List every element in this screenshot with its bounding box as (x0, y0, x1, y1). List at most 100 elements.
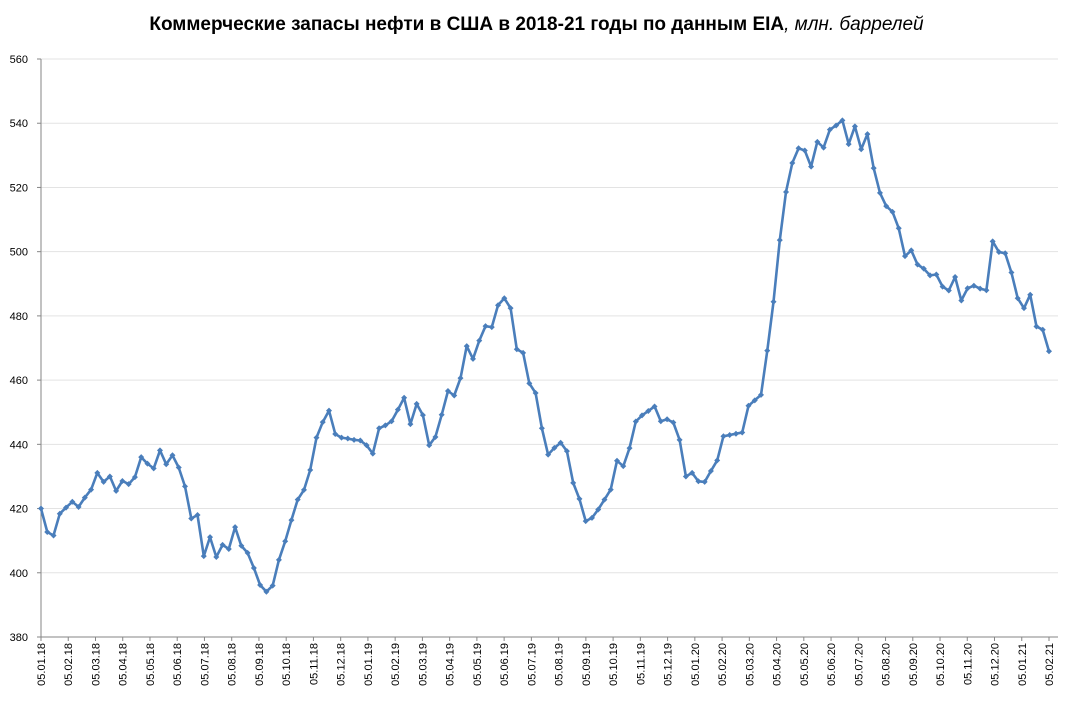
data-point (275, 556, 282, 563)
data-point (476, 337, 483, 344)
x-tick-label: 05.04.18 (118, 643, 130, 686)
x-tick-label: 05.01.21 (1017, 643, 1029, 686)
x-tick-label: 05.11.18 (308, 643, 320, 685)
data-point (470, 355, 476, 362)
x-tick-label: 05.06.18 (172, 643, 184, 686)
data-point (563, 448, 570, 455)
data-point (388, 418, 395, 425)
data-point (369, 450, 376, 457)
data-point (194, 511, 201, 518)
data-point (163, 461, 170, 468)
data-point (520, 349, 527, 356)
x-axis-ticks: 05.01.18 05.02.18 05.03.18 05.04.18 05.05.18… (36, 637, 1056, 686)
data-point (257, 581, 264, 588)
x-tick-label: 05.10.19 (608, 643, 620, 686)
y-tick-label: 420 (10, 504, 28, 516)
data-point (313, 434, 320, 441)
data-point (833, 122, 840, 129)
data-point (100, 478, 107, 485)
x-tick-label: 05.08.20 (881, 643, 893, 686)
data-point (626, 445, 633, 452)
data-point (920, 265, 927, 272)
data-point (776, 237, 783, 244)
x-tick-label: 05.12.18 (336, 643, 348, 686)
x-tick-label: 05.05.20 (799, 643, 811, 686)
data-point (382, 422, 389, 429)
x-tick-label: 05.11.20 (962, 643, 974, 685)
y-tick-label: 440 (10, 439, 28, 451)
data-point (783, 188, 790, 195)
data-point (250, 564, 257, 571)
y-tick-label: 500 (10, 247, 28, 259)
x-tick-label: 05.06.20 (826, 643, 838, 686)
data-point (989, 238, 996, 245)
data-point (639, 412, 646, 419)
data-point (263, 588, 270, 595)
data-point (632, 418, 639, 425)
data-point (488, 324, 495, 331)
data-point (432, 433, 439, 440)
data-point (664, 416, 671, 423)
data-point (526, 380, 533, 387)
data-point (945, 287, 952, 294)
data-point (44, 528, 51, 535)
data-point (200, 553, 207, 560)
chart-title-units: , млн. баррелей (784, 14, 924, 35)
x-tick-label: 05.08.18 (227, 643, 239, 686)
data-point (595, 506, 602, 513)
data-point (689, 469, 696, 476)
x-tick-label: 05.07.20 (853, 643, 865, 686)
data-point (63, 504, 70, 511)
data-point (419, 412, 426, 419)
data-point (939, 283, 946, 290)
data-point (507, 305, 514, 312)
data-point (839, 117, 846, 124)
data-point (657, 418, 664, 425)
x-tick-label: 05.07.19 (526, 643, 538, 686)
data-point (244, 549, 251, 556)
data-point (300, 486, 307, 493)
data-point (131, 474, 138, 481)
data-point (144, 460, 151, 467)
data-point (682, 473, 689, 480)
data-point (394, 406, 401, 413)
data-point (125, 481, 132, 488)
x-tick-label: 05.03.20 (744, 643, 756, 686)
x-tick-label: 05.10.20 (935, 643, 947, 686)
data-point (588, 514, 595, 521)
data-point (845, 141, 852, 148)
data-point (81, 494, 88, 501)
data-point (582, 518, 589, 525)
data-point (1033, 323, 1040, 330)
x-tick-label: 05.04.19 (445, 643, 457, 686)
data-point (551, 444, 558, 451)
x-tick-label: 05.08.19 (554, 643, 566, 686)
data-point (952, 274, 959, 281)
data-point (207, 534, 214, 541)
data-point (895, 225, 902, 232)
data-point (914, 261, 921, 268)
data-point (970, 282, 977, 289)
data-point (676, 436, 683, 443)
data-point (770, 298, 777, 305)
data-point (908, 247, 915, 254)
data-point (38, 505, 44, 512)
data-point (570, 479, 577, 486)
x-tick-label: 05.12.20 (990, 643, 1002, 686)
data-point (451, 392, 458, 399)
data-point (188, 515, 195, 522)
data-point (225, 546, 232, 553)
x-tick-label: 05.02.21 (1044, 643, 1056, 686)
data-point (1046, 348, 1052, 355)
x-tick-label: 05.07.18 (199, 643, 211, 686)
data-point (463, 343, 470, 350)
x-tick-label: 05.10.18 (281, 643, 293, 686)
x-tick-label: 05.03.19 (417, 643, 429, 686)
data-point (351, 436, 358, 443)
data-point (870, 165, 877, 172)
data-point (338, 434, 345, 441)
data-point (288, 517, 295, 524)
data-point (545, 451, 552, 458)
data-point (50, 532, 57, 539)
